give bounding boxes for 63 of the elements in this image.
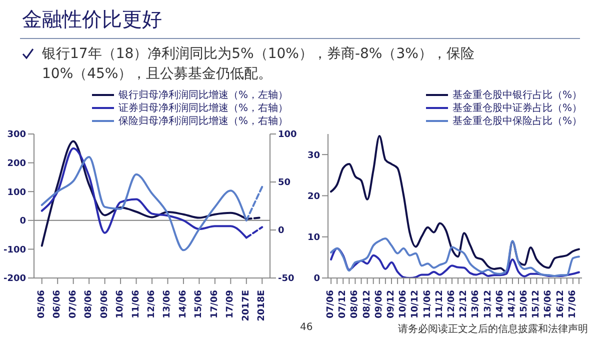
x-tick-label: 16/06 (544, 290, 554, 318)
legend-label: 基金重仓股中银行占比（%） (452, 88, 582, 102)
x-tick-label: 11/12 (434, 290, 445, 318)
chart-title: 金融性价比更好 (22, 6, 162, 33)
y-tick-label: 300 (7, 130, 26, 140)
x-tick-label: 2017E (241, 290, 252, 322)
text: 银行17年（18）净利润同比为5%（10%），券商-8%（3%），保险10%（45%），且公募基金仍低配。 (42, 45, 476, 84)
x-tick-label: 09/06 (100, 290, 110, 318)
x-tick-label: 09/06 (374, 290, 384, 318)
y-tick-label: 20 (307, 192, 320, 202)
y-tick-label: 200 (7, 158, 26, 169)
x-tick-label: 12/12 (459, 290, 470, 318)
x-tick-label: 14/12 (507, 290, 518, 318)
x-tick-label: 07/06 (68, 290, 78, 318)
x-tick-label: 07/12 (338, 290, 348, 318)
y-tick-label: 30 (307, 150, 320, 161)
text: 46 (300, 322, 313, 333)
y2-tick-label: 100 (278, 130, 297, 140)
x-tick-label: 05/06 (36, 290, 47, 318)
x-tick-label: 06/06 (52, 290, 63, 318)
text: 请务必阅读正文之后的信息披露和法律声明 (398, 322, 588, 336)
x-tick-label: 07/06 (326, 290, 336, 318)
x-tick-label: 16/12 (556, 290, 566, 318)
x-tick-label: 15/06 (194, 290, 204, 318)
legend-label: 基金重仓股中保险占比（%） (452, 114, 582, 128)
x-tick-label: 13/06 (162, 290, 173, 318)
y-tick-label: 100 (7, 188, 26, 198)
y2-tick-label: -50 (278, 274, 294, 284)
x-tick-label: 17/06 (210, 290, 220, 318)
y2-tick-label: 0 (278, 226, 284, 236)
x-tick-label: 09/12 (386, 290, 396, 318)
x-tick-label: 15/06 (520, 290, 530, 318)
x-tick-label: 2018E (257, 290, 268, 322)
x-tick-label: 11/06 (422, 290, 433, 318)
x-tick-label: 15/12 (532, 290, 542, 318)
x-tick-label: 13/12 (483, 290, 494, 318)
y2-tick-label: 50 (278, 178, 291, 188)
legend-label: 证券归母净利润同比增速（%，右轴） (118, 102, 288, 114)
x-tick-label: 17/09 (226, 290, 236, 318)
x-tick-label: 17/06 (568, 290, 578, 318)
x-tick-label: 12/06 (147, 290, 157, 318)
x-tick-label: 14/06 (495, 290, 506, 318)
y-tick-label: 10 (307, 233, 320, 244)
x-tick-label: 10/06 (398, 290, 409, 318)
x-tick-label: 10/06 (116, 290, 126, 318)
y-tick-label: 0 (20, 216, 26, 227)
line-series (330, 238, 580, 277)
legend-label: 基金重仓股中证券占比（%） (452, 102, 582, 114)
x-tick-label: 11/06 (131, 290, 142, 318)
x-tick-label: 10/12 (410, 290, 421, 318)
line-series (330, 247, 580, 278)
x-tick-label: 08/06 (350, 290, 360, 318)
x-tick-label: 08/12 (362, 290, 372, 318)
y-tick-label: -200 (3, 274, 26, 284)
legend-label: 银行归母净利润同比增速（%，左轴） (118, 88, 288, 102)
y-tick-label: 0 (314, 274, 320, 284)
x-tick-label: 12/06 (446, 290, 457, 318)
x-tick-label: 08/06 (84, 290, 94, 318)
x-tick-label: 14/06 (178, 290, 188, 318)
x-tick-label: 13/06 (471, 290, 482, 318)
y-tick-label: -100 (3, 245, 26, 256)
line-series (330, 135, 580, 273)
legend-label: 保险归母净利润同比增速（%，右轴） (118, 114, 288, 128)
